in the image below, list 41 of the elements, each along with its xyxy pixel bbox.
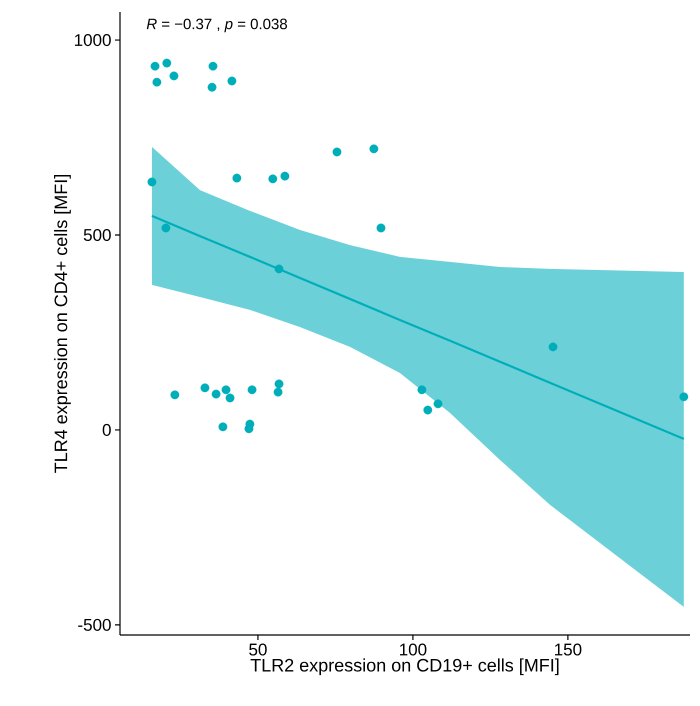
y-tick-label: 0 <box>102 424 111 436</box>
point <box>170 390 180 400</box>
point <box>226 394 234 402</box>
point <box>162 58 172 68</box>
point <box>274 388 282 397</box>
point <box>274 380 284 388</box>
point <box>332 148 342 156</box>
point <box>152 78 162 87</box>
point <box>280 172 290 181</box>
point <box>434 399 442 408</box>
point <box>200 383 210 392</box>
point <box>248 385 256 394</box>
y-tick-label: -500 <box>78 618 111 631</box>
annotation: R = −0.37 , p = 0.038 <box>146 18 288 32</box>
y-tick-label: 1000 <box>74 34 111 46</box>
point <box>417 385 426 394</box>
point <box>232 174 242 182</box>
point <box>268 174 278 184</box>
point <box>218 422 228 432</box>
point <box>227 76 236 86</box>
line-series <box>150 214 685 440</box>
point <box>170 72 178 80</box>
point <box>148 178 156 186</box>
point <box>150 62 160 71</box>
x-tick-label: 100 <box>400 644 426 656</box>
x-tick-label: 50 <box>249 644 267 656</box>
point <box>369 144 378 154</box>
point <box>376 224 386 232</box>
point <box>208 82 216 92</box>
x-axis-title: TLR2 expression on CD19+ cells [MFI] <box>250 658 558 676</box>
point <box>679 392 688 402</box>
point <box>274 264 284 274</box>
point <box>208 62 218 71</box>
y-axis-title: TLR4 expression on CD4+ cells [MFI] <box>54 175 71 473</box>
point <box>222 385 230 394</box>
point <box>161 224 170 232</box>
point <box>212 390 220 398</box>
point <box>548 342 558 352</box>
point <box>423 406 432 414</box>
x-tick-label: 150 <box>555 644 582 656</box>
y-tick-label: 500 <box>84 228 111 242</box>
